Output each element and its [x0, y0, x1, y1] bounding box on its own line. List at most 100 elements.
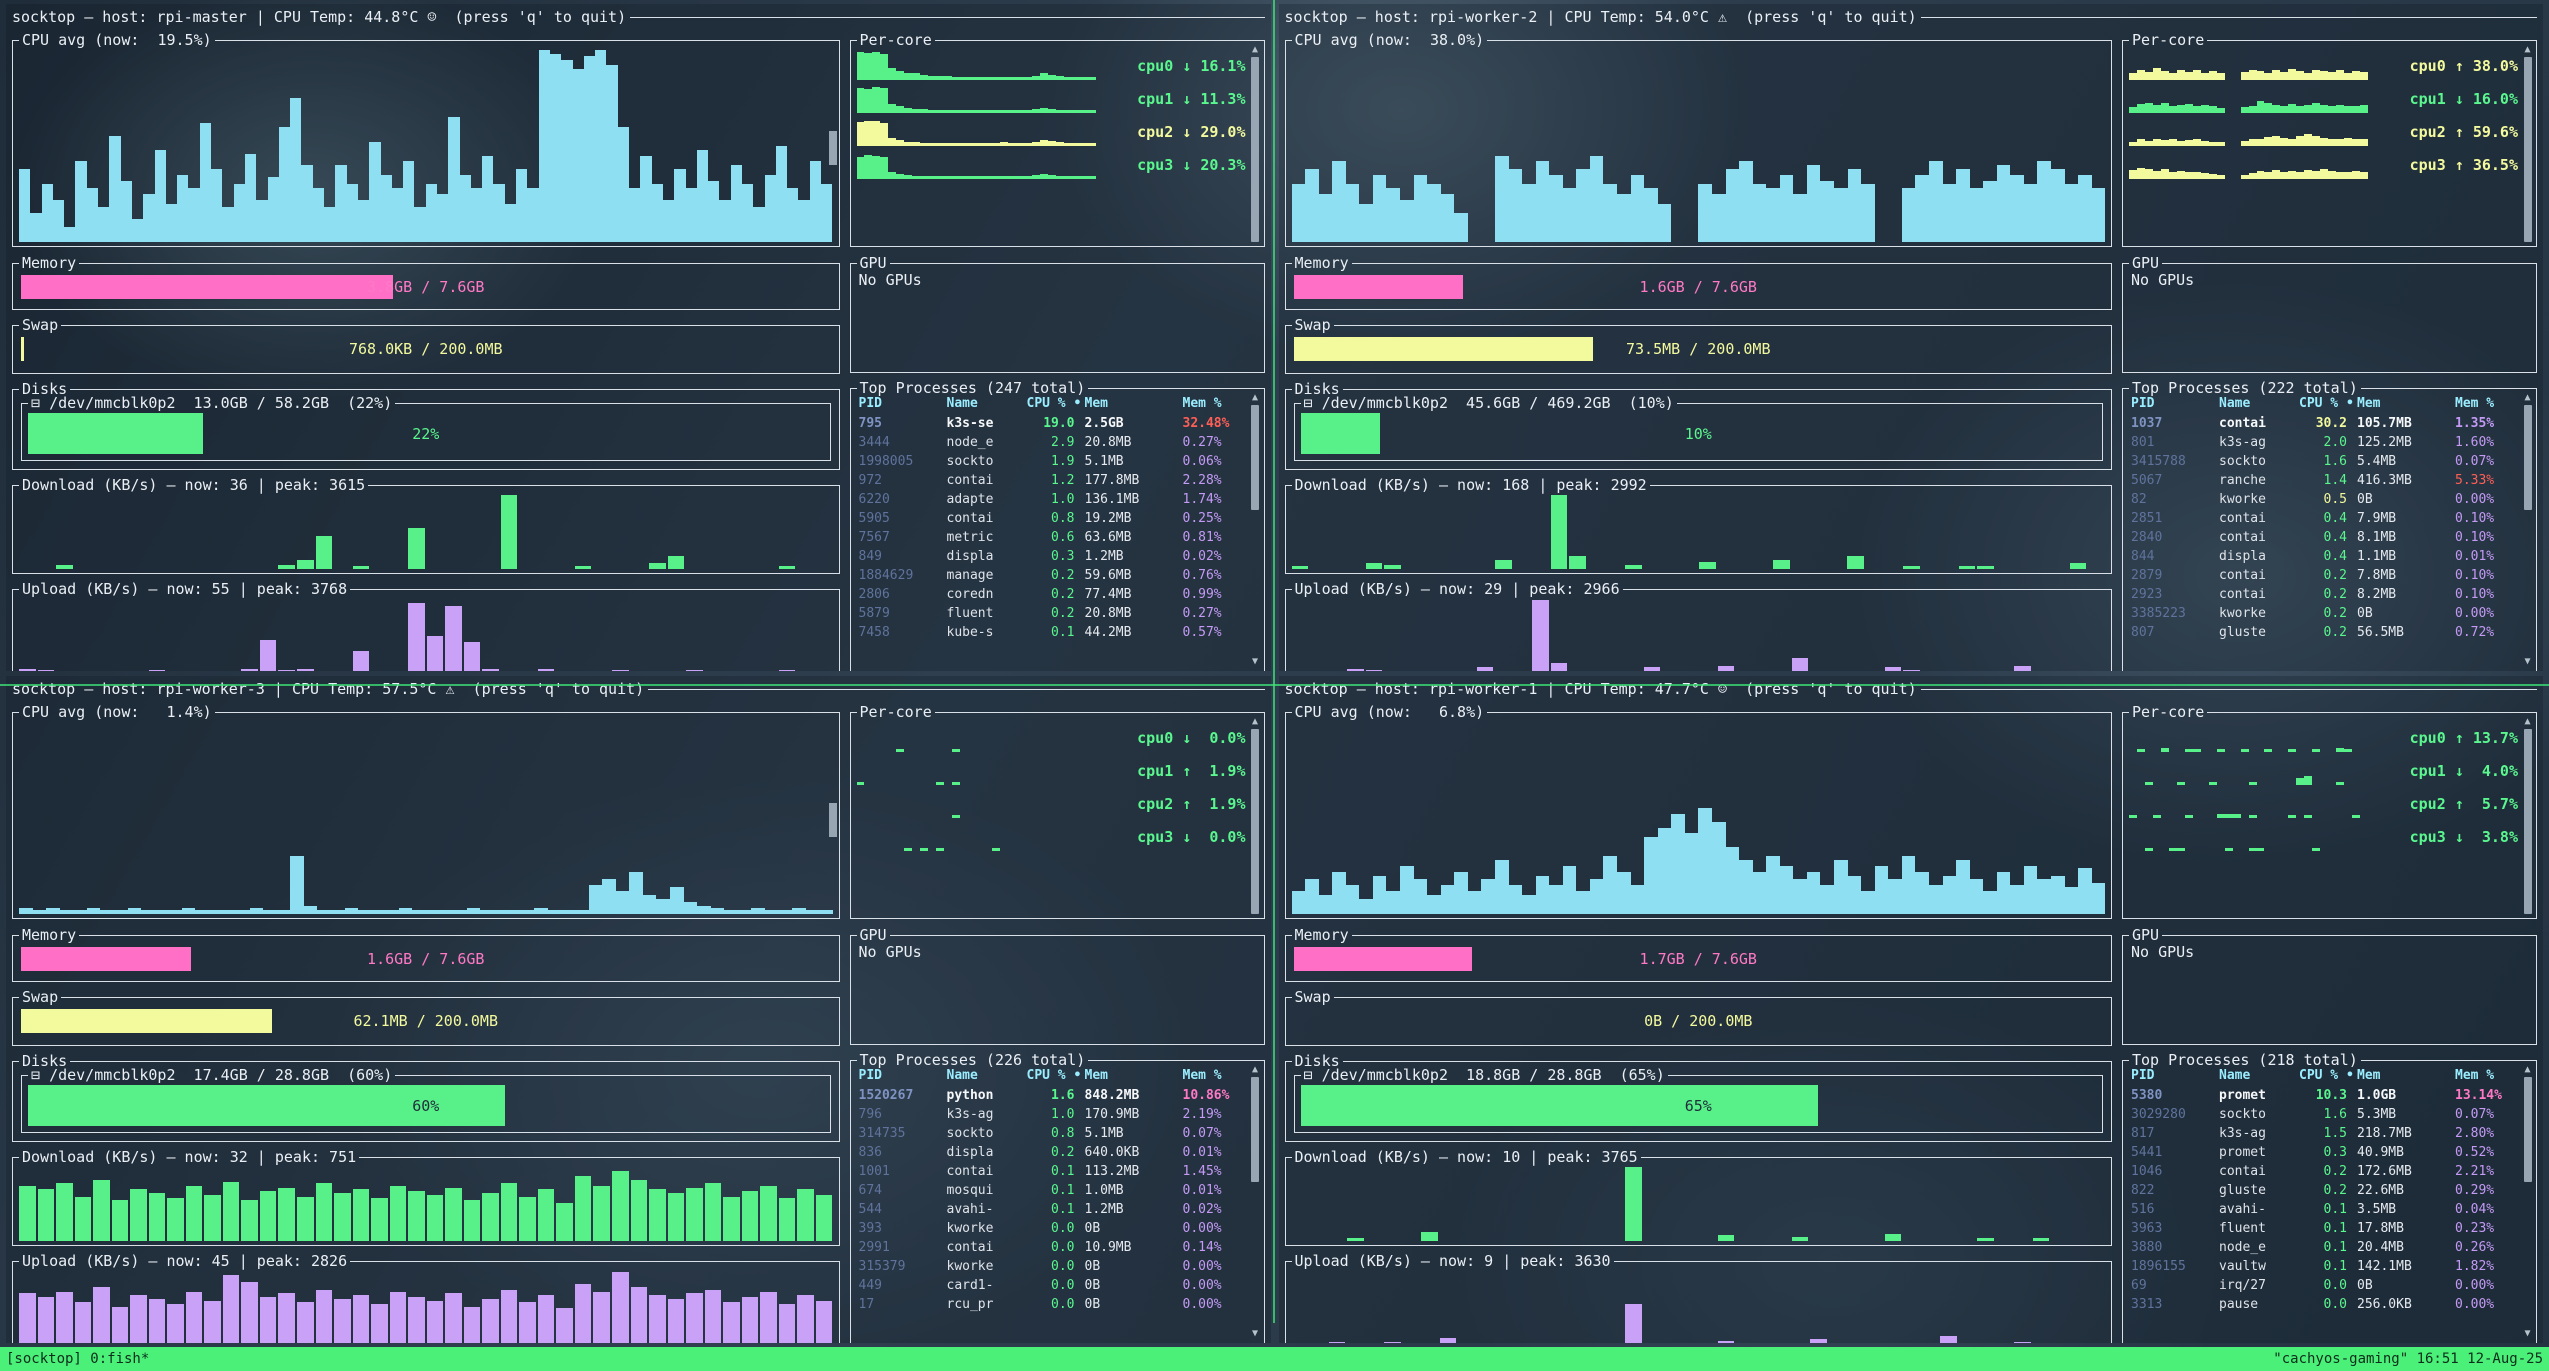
- column-header[interactable]: CPU % •: [2299, 1068, 2354, 1083]
- scroll-up-icon[interactable]: ▲: [1251, 392, 1259, 403]
- chart-bar: [98, 207, 110, 242]
- scrollbar-thumb[interactable]: [1251, 57, 1259, 242]
- process-cell: 0.5: [2323, 492, 2347, 507]
- chart-bar: [1643, 667, 1661, 671]
- memory-value: 1.6GB / 7.6GB: [1639, 278, 1757, 296]
- column-header[interactable]: PID: [858, 1068, 882, 1083]
- per-core-scrollbar[interactable]: ▲: [2522, 716, 2533, 914]
- column-header[interactable]: Name: [2219, 1068, 2251, 1083]
- scrollbar-thumb[interactable]: [2523, 405, 2532, 510]
- process-cell: [2347, 1086, 2357, 1105]
- per-core-scrollbar[interactable]: ▲: [1250, 716, 1261, 914]
- process-cell: 0.01%: [1182, 1145, 1222, 1160]
- chart-bar: [2344, 72, 2353, 80]
- column-header[interactable]: Mem %: [2455, 396, 2495, 411]
- chart-bar: [649, 563, 666, 569]
- chart-bar: [2288, 104, 2297, 113]
- scroll-up-icon[interactable]: ▲: [2524, 44, 2531, 55]
- column-header[interactable]: PID: [2131, 1068, 2155, 1083]
- process-cell: [1075, 1219, 1085, 1238]
- process-cell: [1075, 1257, 1085, 1276]
- column-header[interactable]: CPU % •: [1026, 1068, 1082, 1083]
- disk-icon: ⊟: [1303, 1066, 1313, 1084]
- chart-bar: [1015, 176, 1024, 179]
- scroll-up-icon[interactable]: ▲: [1251, 1064, 1259, 1075]
- column-header[interactable]: Name: [946, 1068, 978, 1083]
- download-chart: [1292, 1167, 2106, 1241]
- column-header[interactable]: Name: [2219, 396, 2251, 411]
- process-scrollbar[interactable]: ▲ ▼: [1250, 392, 1261, 667]
- scrollbar-thumb[interactable]: [2523, 729, 2532, 914]
- memory-gauge: 3.8GB / 7.6GB: [21, 275, 831, 299]
- chart-bar: [547, 910, 562, 914]
- tmux-window-list[interactable]: [socktop] 0:fish*: [6, 1351, 150, 1367]
- process-cell: 1.1MB: [2357, 549, 2397, 564]
- chart-bar: [453, 910, 467, 914]
- scroll-down-icon[interactable]: ▼: [1251, 1328, 1259, 1339]
- chart-bar: [2296, 171, 2305, 179]
- process-cell: [2347, 1276, 2357, 1295]
- chart-bar: [2184, 71, 2193, 80]
- scrollbar-thumb[interactable]: [1251, 1077, 1259, 1182]
- scrollbar-thumb[interactable]: [2523, 57, 2532, 242]
- pane-divider-horizontal[interactable]: [0, 684, 2549, 686]
- cpu-scrollbar-thumb[interactable]: [828, 802, 837, 837]
- chart-bar: [241, 1282, 258, 1343]
- process-scrollbar[interactable]: ▲ ▼: [2522, 1064, 2533, 1339]
- cpu-scrollbar-thumb[interactable]: [828, 130, 837, 165]
- process-cell: 1520267: [858, 1088, 914, 1103]
- chart-bar: [1047, 108, 1056, 113]
- chart-bar: [952, 110, 961, 113]
- scrollbar-thumb[interactable]: [1251, 405, 1259, 510]
- column-header[interactable]: Mem %: [1182, 396, 1222, 411]
- chart-bar: [2344, 172, 2353, 179]
- core-row: cpu0 ↑ 38.0%: [2129, 48, 2518, 81]
- pane-divider-vertical[interactable]: [1273, 0, 1275, 1323]
- column-header[interactable]: CPU % •: [1026, 396, 1082, 411]
- process-scrollbar[interactable]: ▲ ▼: [1250, 1064, 1261, 1339]
- column-header[interactable]: Mem: [1084, 1068, 1108, 1083]
- chart-bar: [1644, 837, 1658, 914]
- process-cell: 0B: [2357, 492, 2373, 507]
- swap-value: 768.0KB / 200.0MB: [348, 340, 503, 358]
- process-cell: 0.14%: [1182, 1240, 1222, 1255]
- column-header[interactable]: PID: [2131, 396, 2155, 411]
- per-core-scrollbar[interactable]: ▲: [1250, 44, 1261, 242]
- chart-bar: [111, 1306, 129, 1343]
- chart-bar: [629, 188, 641, 242]
- per-core-box: Per-core cpu0 ↓ 16.1% cpu1 ↓ 11.3% cpu2 ↓ …: [849, 32, 1265, 247]
- column-header[interactable]: Mem: [1084, 396, 1108, 411]
- scroll-down-icon[interactable]: ▼: [2524, 656, 2531, 667]
- column-header[interactable]: Mem: [2357, 396, 2381, 411]
- scroll-up-icon[interactable]: ▲: [1251, 44, 1259, 55]
- column-header[interactable]: Mem: [2357, 1068, 2381, 1083]
- process-cell: 2.21%: [2455, 1164, 2495, 1179]
- chart-bar: [32, 910, 47, 914]
- process-cell: 0.01%: [1182, 1183, 1222, 1198]
- swap-gauge: 73.5MB / 200.0MB: [1293, 337, 2104, 361]
- chart-bar: [1079, 143, 1088, 146]
- column-header[interactable]: Name: [946, 396, 978, 411]
- process-scrollbar[interactable]: ▲ ▼: [2522, 392, 2533, 667]
- scroll-up-icon[interactable]: ▲: [1251, 716, 1259, 727]
- process-cell: 0.2: [1051, 568, 1075, 583]
- chart-bar: [991, 143, 1000, 146]
- chart-bar: [2176, 170, 2185, 179]
- per-core-scrollbar[interactable]: ▲: [2522, 44, 2533, 242]
- chart-bar: [1820, 180, 1834, 242]
- scrollbar-thumb[interactable]: [2523, 1077, 2532, 1182]
- column-header[interactable]: Mem %: [1182, 1068, 1222, 1083]
- chart-bar: [904, 107, 913, 113]
- core-sparkline: [856, 116, 1096, 146]
- column-header[interactable]: Mem %: [2455, 1068, 2495, 1083]
- scroll-down-icon[interactable]: ▼: [2524, 1328, 2531, 1339]
- chart-bar: [143, 194, 155, 242]
- column-header[interactable]: PID: [858, 396, 882, 411]
- scrollbar-thumb[interactable]: [1251, 729, 1259, 914]
- column-header[interactable]: CPU % •: [2299, 396, 2354, 411]
- scroll-down-icon[interactable]: ▼: [1251, 656, 1259, 667]
- scroll-up-icon[interactable]: ▲: [2524, 392, 2531, 403]
- scroll-up-icon[interactable]: ▲: [2524, 716, 2531, 727]
- scroll-up-icon[interactable]: ▲: [2524, 1064, 2531, 1075]
- chart-bar: [612, 670, 629, 671]
